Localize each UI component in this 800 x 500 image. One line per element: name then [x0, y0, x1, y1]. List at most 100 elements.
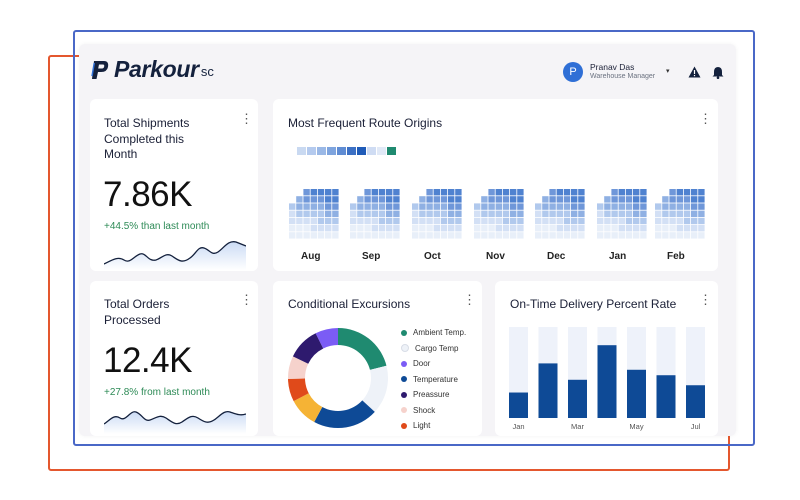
heatmap-cell	[419, 203, 426, 210]
avatar[interactable]: P	[563, 62, 583, 82]
heatmap-cell	[549, 203, 556, 210]
legend-label: Temperature	[413, 374, 458, 384]
excursions-more-icon[interactable]: ⋮	[463, 292, 476, 307]
heatmap-cell	[448, 210, 455, 217]
heatmap-cell	[433, 189, 440, 196]
shipments-value: 7.86K	[103, 175, 192, 214]
heatmap-cell	[325, 189, 332, 196]
donut-slice	[288, 378, 309, 402]
heatmap-cell	[549, 232, 556, 239]
heatmap-cell	[662, 232, 669, 239]
heatmap-cell	[597, 232, 604, 239]
heatmap-scale-swatch	[347, 147, 356, 155]
legend-dot	[401, 422, 407, 429]
heatmap-cell	[317, 189, 325, 196]
heatmap-cell	[535, 225, 542, 232]
heatmap-cell	[556, 189, 563, 196]
bar	[538, 363, 558, 418]
heatmap-cell	[488, 196, 495, 203]
heatmap-cell	[625, 217, 633, 225]
donut-slice	[338, 328, 387, 370]
route-origins-more-icon[interactable]: ⋮	[699, 111, 712, 126]
heatmap-legend-scale	[297, 147, 396, 155]
heatmap-cell	[448, 225, 455, 232]
shipments-more-icon[interactable]: ⋮	[240, 111, 253, 126]
heatmap-cell	[611, 203, 618, 210]
heatmap-cell	[386, 232, 393, 239]
heatmap-cell	[669, 203, 676, 210]
heatmap-cell	[618, 210, 625, 217]
heatmap-cell	[433, 217, 440, 225]
legend-item: Cargo Temp	[401, 341, 466, 357]
warning-icon[interactable]	[688, 66, 701, 78]
route-origins-title: Most Frequent Route Origins	[288, 116, 443, 130]
legend-item: Preassure	[401, 387, 466, 403]
heatmap-cell	[597, 225, 604, 232]
heatmap-cell	[625, 196, 633, 203]
bar	[597, 345, 617, 418]
user-menu[interactable]: P Pranav Das Warehouse Manager	[563, 62, 655, 82]
heatmap-cell	[426, 189, 433, 196]
heatmap-cell	[386, 210, 393, 217]
heatmap-cell	[325, 210, 332, 217]
heatmap-cell	[683, 189, 691, 196]
heatmap-month-label: Nov	[486, 251, 505, 262]
shipments-title-line: Total Shipments	[104, 116, 190, 130]
bar-axis-label: Jan	[512, 422, 524, 431]
heatmap-cell	[371, 225, 378, 232]
heatmap-cell	[350, 217, 357, 225]
heatmap-cell	[676, 217, 683, 225]
on-time-more-icon[interactable]: ⋮	[699, 292, 712, 307]
user-name: Pranav Das	[590, 62, 635, 72]
heatmap-cell	[618, 196, 625, 203]
heatmap-cell	[563, 189, 571, 196]
heatmap-block	[535, 189, 585, 239]
heatmap-cell	[357, 210, 364, 217]
heatmap-cell	[676, 203, 683, 210]
heatmap-cell	[683, 203, 691, 210]
heatmap-cell	[310, 225, 317, 232]
donut-slice	[288, 356, 309, 379]
bell-icon[interactable]	[712, 66, 724, 79]
heatmap-cell	[502, 196, 510, 203]
heatmap-cell	[481, 210, 488, 217]
heatmap-cell	[563, 232, 571, 239]
heatmap-block	[350, 189, 400, 239]
heatmap-cell	[611, 225, 618, 232]
orders-more-icon[interactable]: ⋮	[240, 292, 253, 307]
heatmap-cell	[350, 225, 357, 232]
heatmap-cell	[371, 196, 378, 203]
heatmap-cell	[502, 203, 510, 210]
heatmap-cell	[618, 217, 625, 225]
heatmap-cell	[433, 225, 440, 232]
chevron-down-icon[interactable]: ▾	[666, 68, 670, 75]
heatmap-cell	[662, 225, 669, 232]
heatmap-cell	[604, 203, 611, 210]
heatmap-cell	[625, 232, 633, 239]
heatmap-month-label: Aug	[301, 251, 321, 262]
heatmap-cell	[296, 232, 303, 239]
heatmap-cell	[502, 217, 510, 225]
donut-slice	[293, 393, 323, 422]
bar-axis-label: May	[629, 422, 643, 431]
heatmap-cell	[517, 232, 524, 239]
heatmap-cell	[676, 225, 683, 232]
heatmap-cell	[578, 203, 585, 210]
legend-label: Cargo Temp	[415, 343, 459, 353]
orders-value: 12.4K	[103, 341, 192, 380]
heatmap-cell	[662, 210, 669, 217]
excursions-donut-chart	[288, 328, 388, 428]
app-logo[interactable]: Parkour sc	[90, 56, 214, 83]
heatmap-cell	[357, 196, 364, 203]
heatmap-cell	[364, 203, 371, 210]
heatmap-cell	[455, 210, 462, 217]
user-role: Warehouse Manager	[590, 73, 656, 80]
heatmap-cell	[393, 203, 400, 210]
heatmap-cell	[571, 189, 578, 196]
heatmap-cell	[440, 203, 448, 210]
heatmap-cell	[419, 196, 426, 203]
legend-label: Ambient Temp.	[413, 328, 467, 338]
heatmap-cell	[691, 217, 698, 225]
heatmap-cell	[611, 232, 618, 239]
shipments-title-line: Month	[104, 147, 138, 161]
